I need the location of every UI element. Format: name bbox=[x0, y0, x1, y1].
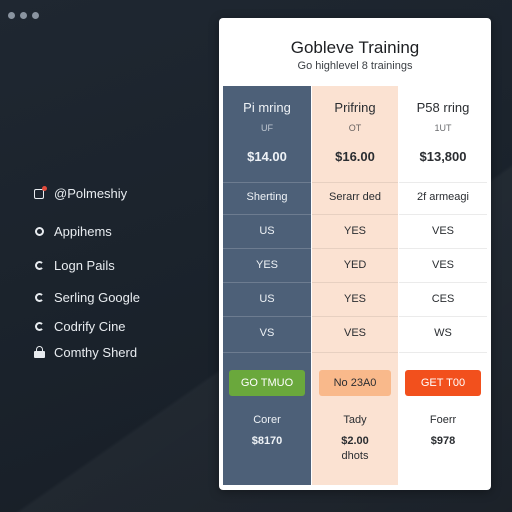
plan-unit: OT bbox=[348, 123, 362, 133]
sidebar-item-label: Logn Pails bbox=[54, 258, 115, 273]
sidebar-item-label: Appihems bbox=[54, 224, 112, 239]
plan-footer-price: $2.00 bbox=[341, 435, 369, 447]
plan-price: $13,800 bbox=[419, 149, 467, 164]
sidebar-item-logn-pails[interactable]: Logn Pails bbox=[32, 258, 115, 273]
divider bbox=[223, 248, 311, 249]
plan-footer-label: Foerr bbox=[429, 414, 457, 426]
plan-1-select-button[interactable]: GO TMUO bbox=[229, 370, 305, 396]
feature-cell: CES bbox=[431, 293, 455, 305]
feature-cell: YES bbox=[343, 225, 366, 237]
divider bbox=[399, 214, 487, 215]
feature-cell: US bbox=[259, 293, 275, 305]
window-dot[interactable] bbox=[8, 12, 15, 19]
ring-icon bbox=[32, 320, 46, 334]
plan-column-2: Prifring OT $16.00 Serarr ded YES YED YE… bbox=[312, 86, 398, 485]
card-subtitle: Go highlevel 8 trainings bbox=[297, 60, 413, 72]
divider bbox=[223, 316, 311, 317]
feature-cell: 2f armeagi bbox=[417, 191, 469, 203]
plan-unit: UF bbox=[261, 123, 273, 133]
divider bbox=[312, 316, 398, 317]
divider bbox=[312, 352, 398, 353]
feature-cell: Serarr ded bbox=[329, 191, 381, 203]
tag-icon bbox=[32, 185, 47, 201]
plan-footer-label: Corer bbox=[253, 414, 281, 426]
plan-price: $16.00 bbox=[335, 149, 375, 164]
divider bbox=[399, 182, 487, 183]
divider bbox=[312, 282, 398, 283]
window-dot[interactable] bbox=[20, 12, 27, 19]
sidebar-item-label: Comthy Sherd bbox=[54, 345, 138, 360]
sidebar-item-codrify-cine[interactable]: Codrify Cine bbox=[32, 319, 126, 334]
plan-footer-price: $8170 bbox=[251, 435, 283, 447]
divider bbox=[312, 182, 398, 183]
sidebar-item-label: @Polmeshiy bbox=[54, 186, 128, 201]
sidebar-item-comthy-sherd[interactable]: Comthy Sherd bbox=[32, 345, 137, 360]
divider bbox=[399, 282, 487, 283]
ring-icon bbox=[32, 259, 46, 273]
plan-unit: 1UT bbox=[434, 123, 452, 133]
plan-name: Pi mring bbox=[243, 100, 291, 115]
feature-cell: VS bbox=[259, 327, 275, 339]
sidebar-item-label: Codrify Cine bbox=[54, 319, 126, 334]
window-controls bbox=[8, 12, 39, 19]
feature-cell: YED bbox=[343, 259, 367, 271]
divider bbox=[223, 214, 311, 215]
divider bbox=[223, 352, 311, 353]
feature-cell: VES bbox=[431, 225, 454, 237]
feature-cell: VES bbox=[431, 259, 454, 271]
plan-2-select-button[interactable]: No 23A0 bbox=[319, 370, 391, 396]
sidebar-item-serling-google[interactable]: Serling Google bbox=[32, 290, 140, 305]
plan-column-3: P58 rring 1UT $13,800 2f armeagi VES VES… bbox=[399, 86, 487, 485]
plan-name: P58 rring bbox=[416, 100, 470, 115]
ring-icon bbox=[32, 225, 46, 239]
pricing-card: Gobleve Training Go highlevel 8 training… bbox=[219, 18, 491, 490]
divider bbox=[399, 316, 487, 317]
divider bbox=[312, 248, 398, 249]
feature-cell: WS bbox=[434, 327, 452, 339]
sidebar-item-label: Serling Google bbox=[54, 290, 140, 305]
plan-footer-price: $978 bbox=[430, 435, 456, 447]
plan-name: Prifring bbox=[334, 100, 376, 115]
plan-3-select-button[interactable]: GET T00 bbox=[405, 370, 481, 396]
feature-cell: US bbox=[259, 225, 275, 237]
plan-price: $14.00 bbox=[247, 149, 287, 164]
divider bbox=[399, 352, 487, 353]
sidebar-item-polmeshiy[interactable]: @Polmeshiy bbox=[32, 185, 128, 201]
plan-column-1: Pi mring UF $14.00 Sherting US YES US VS… bbox=[223, 86, 311, 485]
feature-cell: VES bbox=[343, 327, 366, 339]
plan-footer-label: Tady bbox=[343, 414, 367, 426]
feature-cell: Sherting bbox=[246, 191, 288, 203]
divider bbox=[399, 248, 487, 249]
divider bbox=[223, 282, 311, 283]
lock-icon bbox=[32, 346, 46, 360]
divider bbox=[223, 182, 311, 183]
sidebar-item-appihems[interactable]: Appihems bbox=[32, 224, 112, 239]
card-title: Gobleve Training bbox=[290, 38, 420, 57]
feature-cell: YES bbox=[343, 293, 366, 305]
ring-icon bbox=[32, 291, 46, 305]
feature-cell: YES bbox=[255, 259, 278, 271]
window-dot[interactable] bbox=[32, 12, 39, 19]
plan-footer-extra: dhots bbox=[341, 450, 369, 462]
divider bbox=[312, 214, 398, 215]
